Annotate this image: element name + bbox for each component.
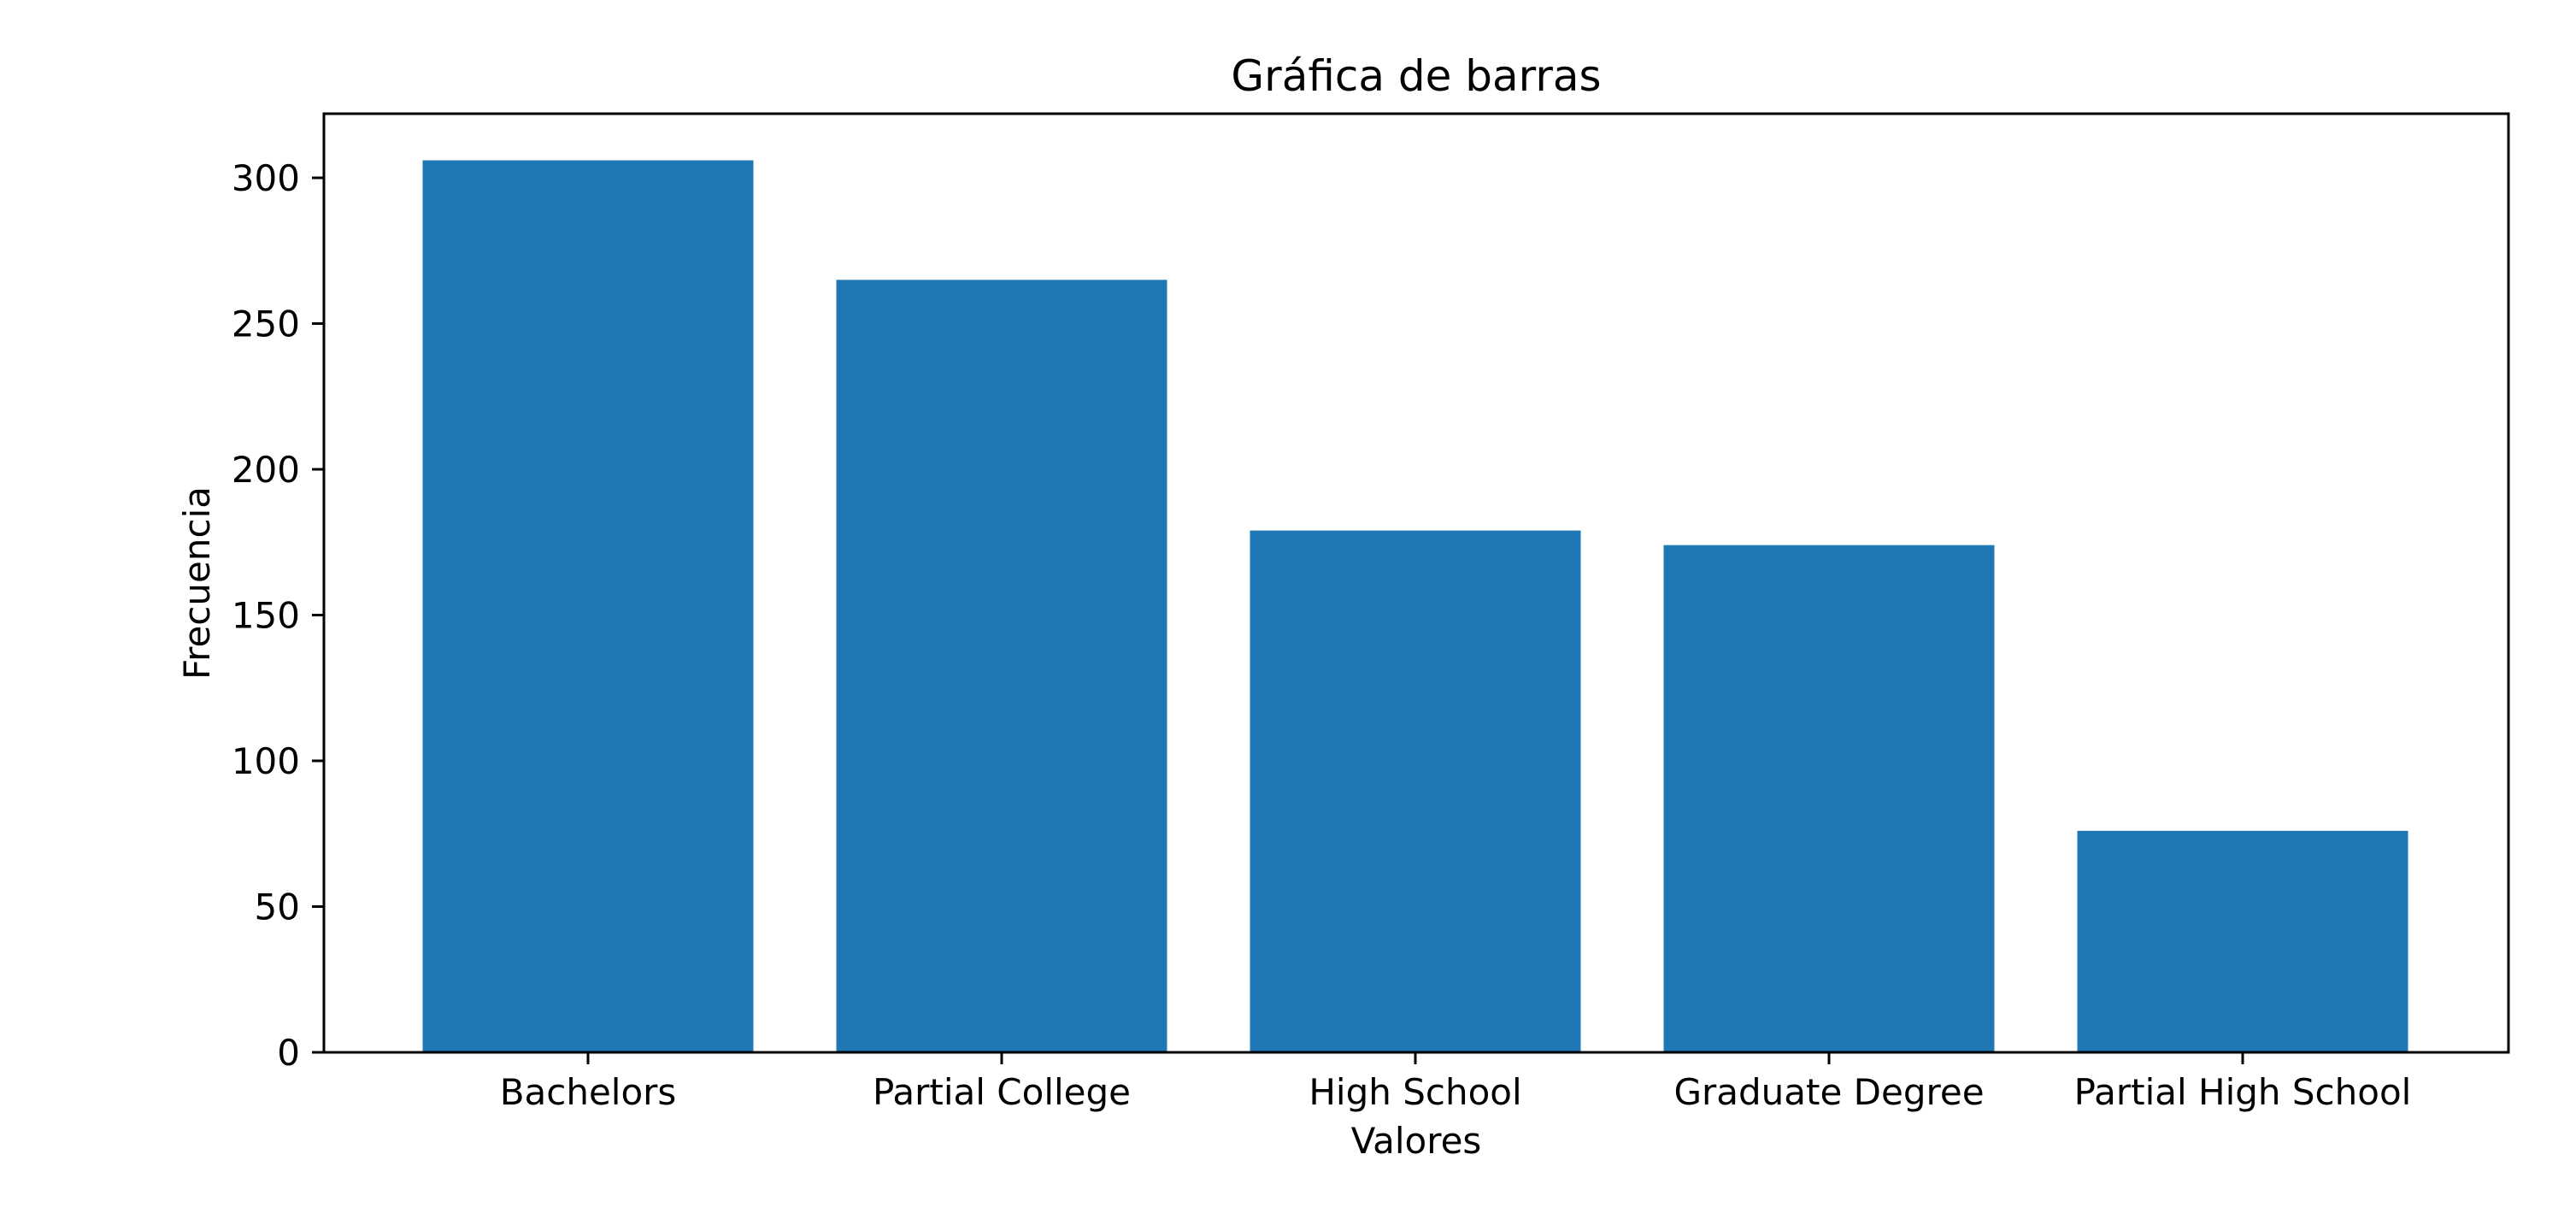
bar-graduate-degree — [1663, 545, 1995, 1052]
x-axis: Bachelors Partial College High School Gradu… — [500, 1052, 2412, 1113]
x-axis-label: Valores — [1351, 1120, 1482, 1162]
y-tick-label: 200 — [232, 449, 300, 491]
bar-bachelors — [422, 160, 754, 1053]
x-tick-label: Partial College — [873, 1071, 1131, 1113]
x-tick-label: Graduate Degree — [1673, 1071, 1984, 1113]
x-tick-label: Partial High School — [2074, 1071, 2412, 1113]
y-tick-label: 300 — [232, 157, 300, 199]
y-axis: 0 50 100 150 200 250 300 — [232, 157, 324, 1074]
y-tick-label: 50 — [255, 886, 300, 928]
y-tick-label: 150 — [232, 595, 300, 637]
y-tick-label: 100 — [232, 740, 300, 782]
x-tick-label: Bachelors — [500, 1071, 677, 1113]
y-tick-label: 250 — [232, 303, 300, 345]
chart-title: Gráfica de barras — [1231, 51, 1601, 101]
y-axis-label: Frecuencia — [176, 486, 218, 680]
x-tick-label: High School — [1309, 1071, 1521, 1113]
bar-partial-college — [836, 280, 1167, 1052]
bar-partial-high-school — [2077, 830, 2408, 1052]
y-tick-label: 0 — [277, 1032, 300, 1074]
bars-layer — [422, 160, 2408, 1053]
bar-high-school — [1250, 530, 1581, 1052]
